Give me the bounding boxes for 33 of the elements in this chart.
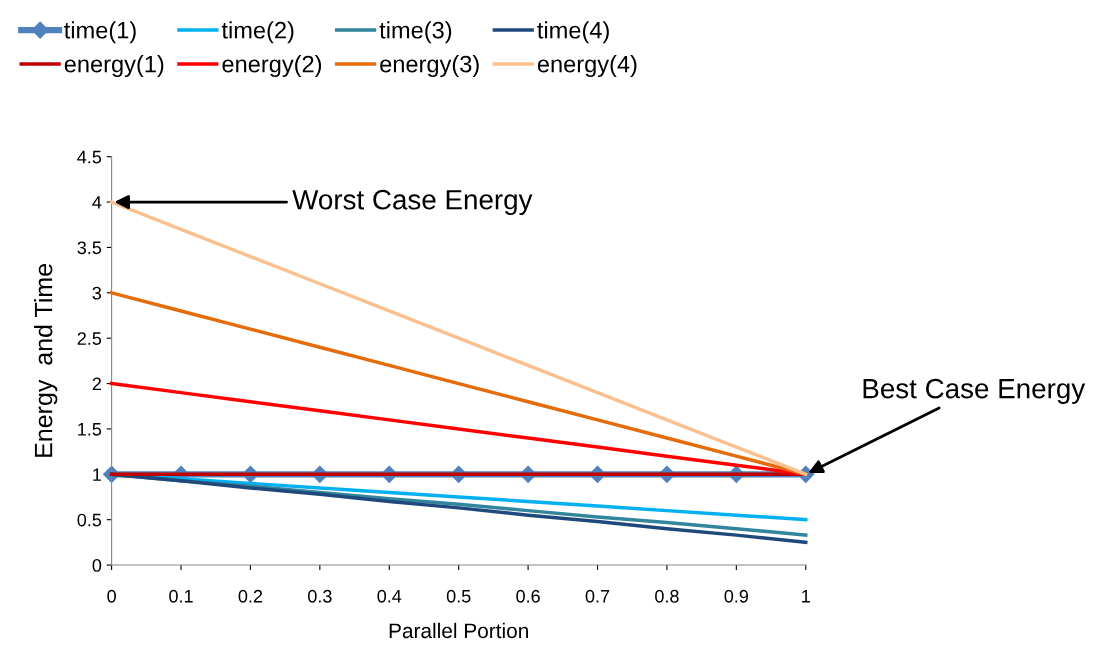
y-tick-label: 0 (92, 559, 102, 572)
y-axis-title: Energy and Time (34, 264, 58, 457)
x-tick-label: 0.3 (308, 589, 332, 603)
x-tick-label: 1 (802, 590, 810, 603)
x-tick-label: 0.7 (585, 589, 610, 603)
x-tick-label: 0.2 (238, 589, 263, 603)
x-tick-label: 0.6 (516, 589, 540, 603)
y-tick-label: 2.5 (77, 332, 102, 345)
y-tick-label: 2 (92, 377, 101, 391)
y-tick-label: 3 (92, 286, 102, 300)
annotation: Best Case Energy (863, 378, 1086, 404)
legend-label: time(4) (537, 21, 609, 44)
y-tick-label: 0.5 (77, 513, 102, 527)
legend-label: time(1) (64, 21, 136, 44)
x-tick-label: 0.8 (655, 589, 679, 603)
x-tick-label: 0.4 (377, 589, 402, 603)
legend-label: time(3) (379, 21, 452, 44)
x-axis-title: Parallel Portion (389, 622, 528, 639)
legend-label: energy(4) (537, 55, 637, 78)
y-tick-label: 4.5 (77, 150, 102, 164)
annotation: Worst Case Energy (292, 189, 533, 216)
y-tick-label: 1 (93, 468, 101, 481)
x-tick-label: 0 (107, 589, 116, 603)
x-tick-label: 0.9 (724, 589, 749, 603)
x-tick-label: 0.1 (169, 589, 193, 603)
y-tick-label: 4 (92, 196, 102, 209)
y-tick-label: 1.5 (78, 423, 102, 436)
legend-label: energy(3) (380, 55, 479, 78)
x-tick-label: 0.5 (446, 589, 471, 603)
y-tick-label: 3.5 (77, 241, 102, 255)
legend-label: energy(1) (64, 55, 164, 78)
legend-label: energy(2) (222, 55, 322, 78)
legend-label: time(2) (221, 21, 294, 44)
